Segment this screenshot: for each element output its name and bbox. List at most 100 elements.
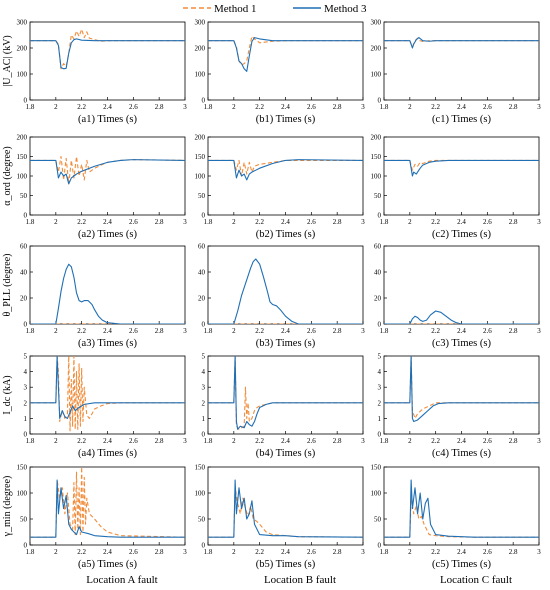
panel-caption: (b4) Times (s): [256, 448, 316, 459]
series-line-method-1: [384, 159, 539, 171]
x-tick-label: 3: [361, 437, 365, 445]
x-tick-label: 2.2: [431, 437, 440, 445]
y-tick-label: 150: [371, 153, 382, 161]
chart-panel-b1: 1.8 2 2.2 2.4 2.6 2.8 3 0 100 200 300 (b1) Times (s…: [195, 19, 366, 126]
y-tick-label: 200: [195, 134, 206, 142]
x-tick-label: 2.6: [129, 103, 138, 111]
y-tick-label: 100: [371, 173, 382, 181]
x-tick-label: 3: [537, 548, 541, 556]
x-tick-label: 3: [183, 548, 187, 556]
series-line-method-3: [208, 258, 363, 324]
x-tick-label: 2: [408, 437, 412, 445]
plot-frame: [29, 466, 186, 546]
y-tick-label: 0: [378, 431, 382, 439]
y-tick-label: 0: [202, 542, 206, 550]
plot-frame: [29, 21, 186, 101]
series-line-method-3: [208, 37, 363, 72]
y-tick-label: 1: [378, 415, 382, 423]
y-tick-label: 100: [195, 490, 206, 498]
x-tick-label: 2.4: [103, 437, 112, 445]
y-tick-label: 300: [195, 19, 206, 27]
chart-panel-b3: 1.8 2 2.2 2.4 2.6 2.8 3 0 20 40 60 (b3) Times (s): [198, 243, 365, 350]
x-tick-label: 2.8: [155, 327, 164, 335]
y-tick-label: 0: [378, 212, 382, 220]
x-tick-label: 1.8: [204, 327, 213, 335]
y-tick-label: 200: [371, 45, 382, 53]
x-tick-label: 3: [183, 218, 187, 226]
plot-frame: [207, 355, 364, 435]
y-tick-label: 100: [17, 490, 28, 498]
plot-frame: [207, 245, 364, 325]
x-tick-label: 2.4: [281, 327, 290, 335]
panel-caption: (c1) Times (s): [432, 114, 491, 125]
chart-panel-a2: 1.8 2 2.2 2.4 2.6 2.8 3 0 50 100 150 200 (a2) Times …: [2, 134, 187, 241]
x-tick-label: 2.4: [103, 218, 112, 226]
y-tick-label: 2: [24, 399, 28, 407]
x-tick-label: 2.2: [431, 103, 440, 111]
y-tick-label: 60: [198, 243, 206, 251]
y-tick-label: 4: [202, 368, 206, 376]
panel-caption: (b5) Times (s): [256, 559, 316, 570]
y-tick-label: 0: [202, 97, 206, 105]
x-tick-label: 2.6: [307, 103, 316, 111]
chart-panel-a4: 1.8 2 2.2 2.4 2.6 2.8 3 0 1 2 3 4 5 (a4) Times (s) I_d…: [2, 353, 187, 460]
chart-panel-c3: 1.8 2 2.2 2.4 2.6 2.8 3 0 20 40 60 (c3) Times (s): [374, 243, 541, 350]
column-label-b: Location B fault: [264, 574, 336, 586]
x-tick-label: 2.4: [457, 327, 466, 335]
legend-label-method-3: Method 3: [324, 3, 367, 15]
y-tick-label: 40: [20, 269, 28, 277]
y-axis-label: θ_PLL (degree): [2, 253, 13, 316]
column-label-a: Location A fault: [86, 574, 157, 586]
panel-caption: (b2) Times (s): [256, 229, 316, 240]
x-tick-label: 1.8: [204, 103, 213, 111]
x-tick-label: 2: [408, 327, 412, 335]
plot-frame: [383, 21, 540, 101]
y-tick-label: 150: [17, 153, 28, 161]
y-tick-label: 5: [202, 353, 206, 361]
series-line-method-3: [384, 356, 539, 423]
y-tick-label: 40: [198, 269, 206, 277]
chart-panel-b2: 1.8 2 2.2 2.4 2.6 2.8 3 0 50 100 150 200 (b2) Times …: [195, 134, 366, 241]
y-axis-label: α_ord (degree): [2, 146, 13, 205]
y-axis-label: I_dc (kA): [2, 375, 13, 414]
x-tick-label: 2.8: [509, 548, 518, 556]
chart-panel-c5: 1.8 2 2.2 2.4 2.6 2.8 3 0 50 100 150 (c5) Times (s): [371, 464, 542, 571]
x-tick-label: 2.4: [103, 327, 112, 335]
chart-panel-c2: 1.8 2 2.2 2.4 2.6 2.8 3 0 50 100 150 200 (c2) Times …: [371, 134, 542, 241]
y-tick-label: 60: [374, 243, 382, 251]
y-tick-label: 0: [378, 542, 382, 550]
panel-caption: (c3) Times (s): [432, 338, 491, 349]
chart-panel-c4: 1.8 2 2.2 2.4 2.6 2.8 3 0 1 2 3 4 5 (c4) Times (s): [378, 353, 542, 460]
y-axis-label: |U_AC| (kV): [2, 35, 13, 87]
x-tick-label: 2: [54, 218, 58, 226]
panel-caption: (b3) Times (s): [256, 338, 316, 349]
y-tick-label: 0: [24, 431, 28, 439]
x-tick-label: 2.2: [77, 548, 86, 556]
x-tick-label: 2.2: [77, 327, 86, 335]
y-tick-label: 0: [378, 97, 382, 105]
series-line-method-3: [30, 479, 185, 538]
x-tick-label: 2.4: [457, 218, 466, 226]
y-tick-label: 100: [195, 71, 206, 79]
x-tick-label: 2.2: [431, 327, 440, 335]
x-tick-label: 2.2: [255, 103, 264, 111]
x-tick-label: 1.8: [380, 327, 389, 335]
series-line-method-3: [384, 310, 539, 324]
x-tick-label: 2.8: [333, 103, 342, 111]
y-tick-label: 0: [24, 212, 28, 220]
x-tick-label: 2.8: [509, 103, 518, 111]
x-tick-label: 3: [183, 103, 187, 111]
x-tick-label: 2: [232, 548, 236, 556]
series-line-method-1: [30, 356, 185, 432]
series-line-method-1: [30, 155, 185, 185]
x-tick-label: 2: [232, 327, 236, 335]
x-tick-label: 2.6: [483, 218, 492, 226]
x-tick-label: 2.8: [155, 548, 164, 556]
plot-frame: [383, 136, 540, 216]
x-tick-label: 2.6: [129, 548, 138, 556]
panel-caption: (a1) Times (s): [78, 114, 137, 125]
x-tick-label: 3: [361, 327, 365, 335]
series-line-method-1: [208, 356, 363, 430]
y-tick-label: 150: [195, 153, 206, 161]
y-tick-label: 50: [374, 516, 382, 524]
